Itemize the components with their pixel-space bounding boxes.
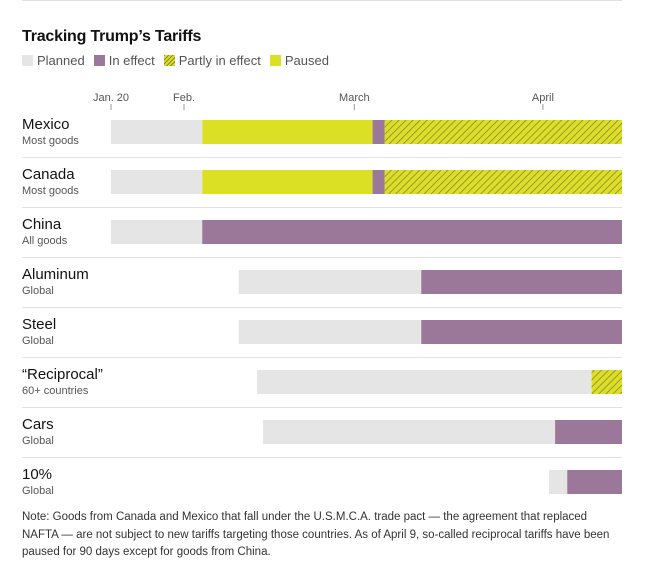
- x-tick-label: Feb.: [173, 92, 195, 104]
- legend-item-paused: Paused: [269, 53, 329, 68]
- row-subtitle: All goods: [22, 235, 68, 247]
- row-name: Canada: [22, 166, 75, 183]
- bar-segment-paused: [202, 120, 373, 144]
- x-tick-label: Jan. 20: [93, 92, 129, 104]
- bar-segment-partly: [591, 370, 622, 394]
- legend: Planned In effect Partly in effect Pause…: [22, 53, 338, 68]
- row-name: Mexico: [22, 116, 70, 133]
- legend-label-planned: Planned: [37, 53, 85, 68]
- legend-item-planned: Planned: [22, 53, 85, 68]
- top-rule: [22, 0, 622, 1]
- chart-row: Cars Global: [22, 416, 622, 458]
- row-name: Cars: [22, 416, 54, 433]
- bar-segment-in-effect: [421, 270, 622, 294]
- row-subtitle: 60+ countries: [22, 385, 89, 397]
- chart-note: Note: Goods from Canada and Mexico that …: [22, 511, 610, 558]
- bar-segment-in-effect: [421, 320, 622, 344]
- bar-segment-planned: [257, 370, 592, 394]
- chart-row: “Reciprocal” 60+ countries: [22, 366, 622, 408]
- legend-swatch-planned: [22, 55, 33, 66]
- legend-swatch-partly: [163, 55, 175, 66]
- legend-swatch-paused: [269, 55, 281, 66]
- legend-swatch-in-effect: [93, 55, 105, 66]
- legend-item-partly: Partly in effect: [163, 53, 261, 68]
- bar-segment-paused: [202, 170, 373, 194]
- row-name: “Reciprocal”: [22, 366, 103, 383]
- bar-segment-planned: [111, 220, 203, 244]
- bar-segment-planned: [111, 170, 203, 194]
- chart-row: Canada Most goods: [22, 166, 622, 208]
- row-name: Steel: [22, 316, 56, 333]
- legend-item-in-effect: In effect: [93, 53, 155, 68]
- row-subtitle: Global: [22, 285, 54, 297]
- chart-row: China All goods: [22, 216, 622, 258]
- bar-segment-partly: [384, 120, 622, 144]
- x-axis: Jan. 20 Feb. March April: [93, 92, 554, 110]
- bar-segment-in-effect: [372, 120, 385, 144]
- bar-segment-planned: [549, 470, 568, 494]
- chart-row: Aluminum Global: [22, 266, 622, 308]
- bar-segment-in-effect: [202, 220, 622, 244]
- row-name: Aluminum: [22, 266, 89, 283]
- bar-segment-partly: [384, 170, 622, 194]
- row-subtitle: Global: [22, 435, 54, 447]
- bar-segment-planned: [263, 420, 556, 444]
- bar-segment-planned: [238, 320, 422, 344]
- row-name: 10%: [22, 466, 52, 483]
- row-subtitle: Global: [22, 485, 54, 497]
- row-subtitle: Global: [22, 335, 54, 347]
- chart-title: Tracking Trump’s Tariffs: [22, 28, 202, 45]
- x-tick-label: March: [339, 92, 370, 104]
- legend-label-partly: Partly in effect: [178, 53, 261, 68]
- row-name: China: [22, 216, 62, 233]
- bar-segment-in-effect: [567, 470, 622, 494]
- legend-label-paused: Paused: [284, 53, 329, 68]
- bar-segment-planned: [111, 120, 203, 144]
- chart-row: Steel Global: [22, 316, 622, 358]
- bar-segment-in-effect: [372, 170, 385, 194]
- bar-segment-in-effect: [555, 420, 622, 444]
- x-tick-label: April: [532, 92, 554, 104]
- row-subtitle: Most goods: [22, 185, 79, 197]
- chart-row: 10% Global: [22, 466, 622, 497]
- chart-row: Mexico Most goods: [22, 116, 622, 158]
- legend-label-in-effect: In effect: [108, 53, 155, 68]
- row-subtitle: Most goods: [22, 135, 79, 147]
- bar-segment-planned: [238, 270, 422, 294]
- chart-rows: Mexico Most goods Canada Most goods China All…: [22, 116, 622, 497]
